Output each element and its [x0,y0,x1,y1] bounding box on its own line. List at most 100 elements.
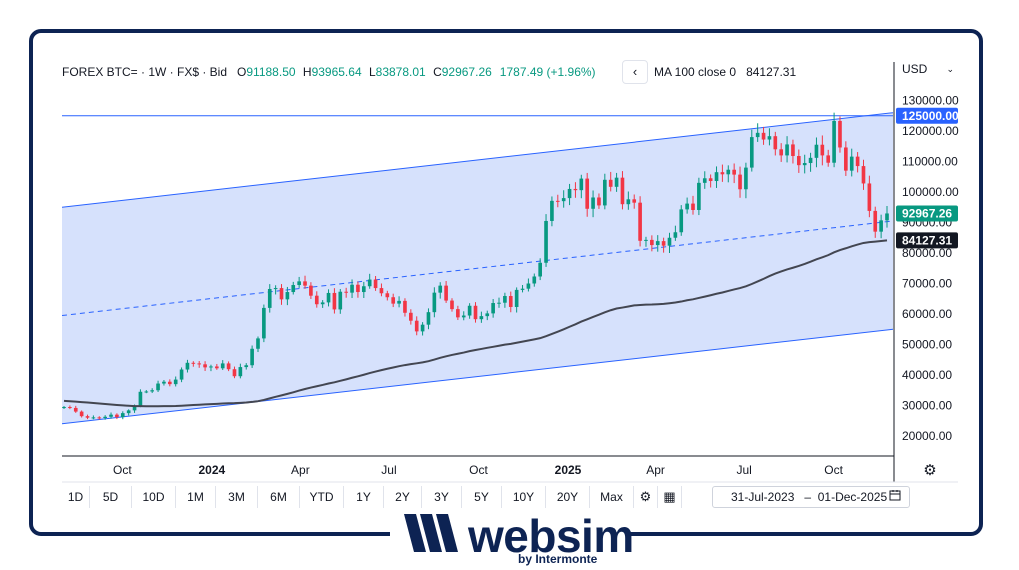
collapse-legend-button[interactable]: ‹ [622,60,648,84]
y-tick-label: 120000.00 [902,124,959,138]
candle-body [285,292,290,300]
x-tick-label: Apr [291,463,310,477]
x-tick-label: Oct [113,463,132,477]
candle-body [144,391,149,393]
candle-body [749,137,754,168]
range-button-10d[interactable]: 10D [132,486,176,508]
range-button-5d[interactable]: 5D [90,486,132,508]
settings-icon[interactable]: ⚙ [923,462,937,479]
candle-body [791,144,795,157]
candle-body [879,220,883,232]
x-tick-label: 2025 [555,463,582,477]
candle-body [620,177,625,205]
y-tick-label: 60000.00 [902,307,952,321]
candle-body [538,262,542,277]
websim-logo: websim by Intermonte [390,508,634,570]
table-icon[interactable]: ▦ [658,486,682,508]
candle-body [732,169,736,175]
websim-mark-icon [404,514,458,552]
candle-body [691,203,695,210]
candle-body [861,166,866,184]
candle-body [773,136,778,150]
candle-body [597,197,601,206]
candle-body [403,300,407,313]
range-button-ytd[interactable]: YTD [300,486,344,508]
y-tick-label: 50000.00 [902,338,952,352]
candle-body [397,300,401,304]
x-tick-label: Oct [824,463,843,477]
candle-body [479,316,484,320]
candle-body [432,292,437,313]
date-range-input[interactable]: 31-Jul-2023 – 01-Dec-2025 [712,486,910,508]
candle-body [867,183,872,211]
y-tick-label: 70000.00 [902,277,952,291]
ohlc-values: O91188.50 H93965.64 L83878.01 C92967.26 [237,65,492,79]
candle-body [326,292,331,303]
range-button-10y[interactable]: 10Y [502,486,546,508]
range-button-3y[interactable]: 3Y [422,486,462,508]
ma-value-tag: 84127.31 [902,233,952,247]
gear-icon[interactable]: ⚙ [634,486,658,508]
candle-body [814,144,819,158]
candle-body [356,284,360,293]
candle-body [426,312,431,325]
candle-body [414,320,419,332]
range-button-5y[interactable]: 5Y [462,486,502,508]
candle-body [708,178,713,182]
candle-body [650,239,654,246]
candle-body [150,390,155,392]
candle-body [197,363,202,365]
currency-select[interactable]: USD ⌄ [896,58,958,80]
candle-body [244,365,249,368]
candle-body [226,363,231,370]
candle-body [497,302,501,304]
candle-body [450,300,454,310]
resistance-price-tag: 125000.00 [902,109,959,123]
candle-body [667,237,672,246]
candle-body [832,120,836,163]
candle-body [167,381,172,385]
candle-body [485,313,490,317]
range-button-2y[interactable]: 2Y [384,486,422,508]
candle-body [720,172,725,175]
range-button-20y[interactable]: 20Y [546,486,590,508]
candle-body [532,276,537,284]
candle-body [456,309,460,318]
candle-body [473,305,478,320]
logo-wordmark: websim [468,510,634,562]
y-tick-label: 100000.00 [902,185,959,199]
open-value: 91188.50 [246,65,296,79]
candle-body [438,285,443,293]
low-value: 83878.01 [375,65,426,79]
ma-100-line [63,239,888,408]
candle-body [779,149,784,156]
range-button-1d[interactable]: 1D [62,486,90,508]
symbol-label: FOREX BTC= · 1W · FX$ · Bid [62,65,228,79]
candle-body [238,367,243,377]
date-separator: – [804,490,812,504]
candle-body [361,286,366,293]
range-button-3m[interactable]: 3M [216,486,258,508]
candle-body [826,155,831,163]
range-button-1y[interactable]: 1Y [344,486,384,508]
y-tick-label: 30000.00 [902,399,952,413]
x-tick-label: Jul [381,463,396,477]
candle-body [726,169,731,175]
candle-body [802,163,807,166]
range-button-1m[interactable]: 1M [176,486,216,508]
candle-body [320,302,325,305]
close-value: 92967.26 [441,65,492,79]
candle-body [367,279,372,287]
candle-body [303,281,307,286]
candle-body [603,179,607,206]
candle-body [849,156,854,171]
candle-body [409,312,413,321]
range-button-6m[interactable]: 6M [258,486,300,508]
candle-body [314,295,319,305]
y-tick-label: 40000.00 [902,368,952,382]
candle-body [291,285,296,293]
candle-body [638,202,642,241]
candle-body [391,297,396,304]
range-button-max[interactable]: Max [590,486,634,508]
